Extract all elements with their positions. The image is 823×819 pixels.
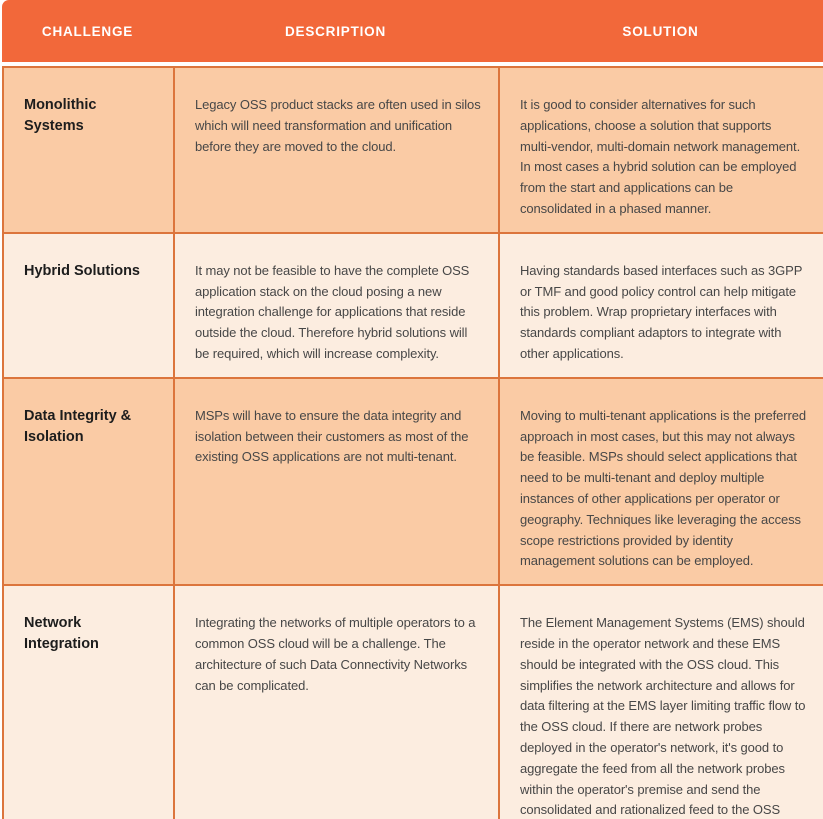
header-cell-description: DESCRIPTION: [284, 23, 387, 39]
cell-challenge: Network Integration: [2, 584, 175, 819]
header-cell-solution: SOLUTION: [622, 23, 699, 39]
solution-text: It is good to consider alternatives for …: [520, 97, 801, 216]
challenge-title: Network Integration: [24, 615, 99, 653]
challenge-title: Data Integrity & Isolation: [24, 407, 132, 445]
cell-description: MSPs will have to ensure the data integr…: [173, 376, 500, 587]
cell-description: It may not be feasible to have the compl…: [173, 231, 500, 379]
cell-description: Legacy OSS product stacks are often used…: [173, 66, 500, 234]
cell-challenge: Monolithic Systems: [2, 66, 175, 234]
description-text: Legacy OSS product stacks are often used…: [195, 97, 481, 154]
challenge-title: Monolithic Systems: [24, 97, 97, 135]
solution-text: Moving to multi-tenant applications is t…: [520, 407, 807, 569]
cell-description: Integrating the networks of multiple ope…: [173, 584, 500, 819]
solution-text: Having standards based interfaces such a…: [520, 262, 803, 361]
solution-text: The Element Management Systems (EMS) sho…: [520, 615, 806, 818]
table-row: Hybrid Solutions It may not be feasible …: [2, 231, 823, 379]
cell-solution: It is good to consider alternatives for …: [498, 66, 823, 234]
table-row: Data Integrity & Isolation MSPs will hav…: [2, 376, 823, 587]
challenges-table: Monolithic Systems Legacy OSS product st…: [2, 66, 823, 819]
cell-challenge: Hybrid Solutions: [2, 231, 175, 379]
header-cell-challenge: CHALLENGE: [41, 23, 134, 39]
table-row: Network Integration Integrating the netw…: [2, 584, 823, 819]
description-text: It may not be feasible to have the compl…: [195, 262, 470, 361]
challenge-title: Hybrid Solutions: [24, 262, 140, 279]
description-text: Integrating the networks of multiple ope…: [195, 615, 476, 693]
cell-challenge: Data Integrity & Isolation: [2, 376, 175, 587]
table-row: Monolithic Systems Legacy OSS product st…: [2, 66, 823, 234]
table-header-bar: CHALLENGE DESCRIPTION SOLUTION: [2, 0, 823, 62]
cell-solution: Having standards based interfaces such a…: [498, 231, 823, 379]
cell-solution: The Element Management Systems (EMS) sho…: [498, 584, 823, 819]
cell-solution: Moving to multi-tenant applications is t…: [498, 376, 823, 587]
description-text: MSPs will have to ensure the data integr…: [195, 407, 469, 465]
